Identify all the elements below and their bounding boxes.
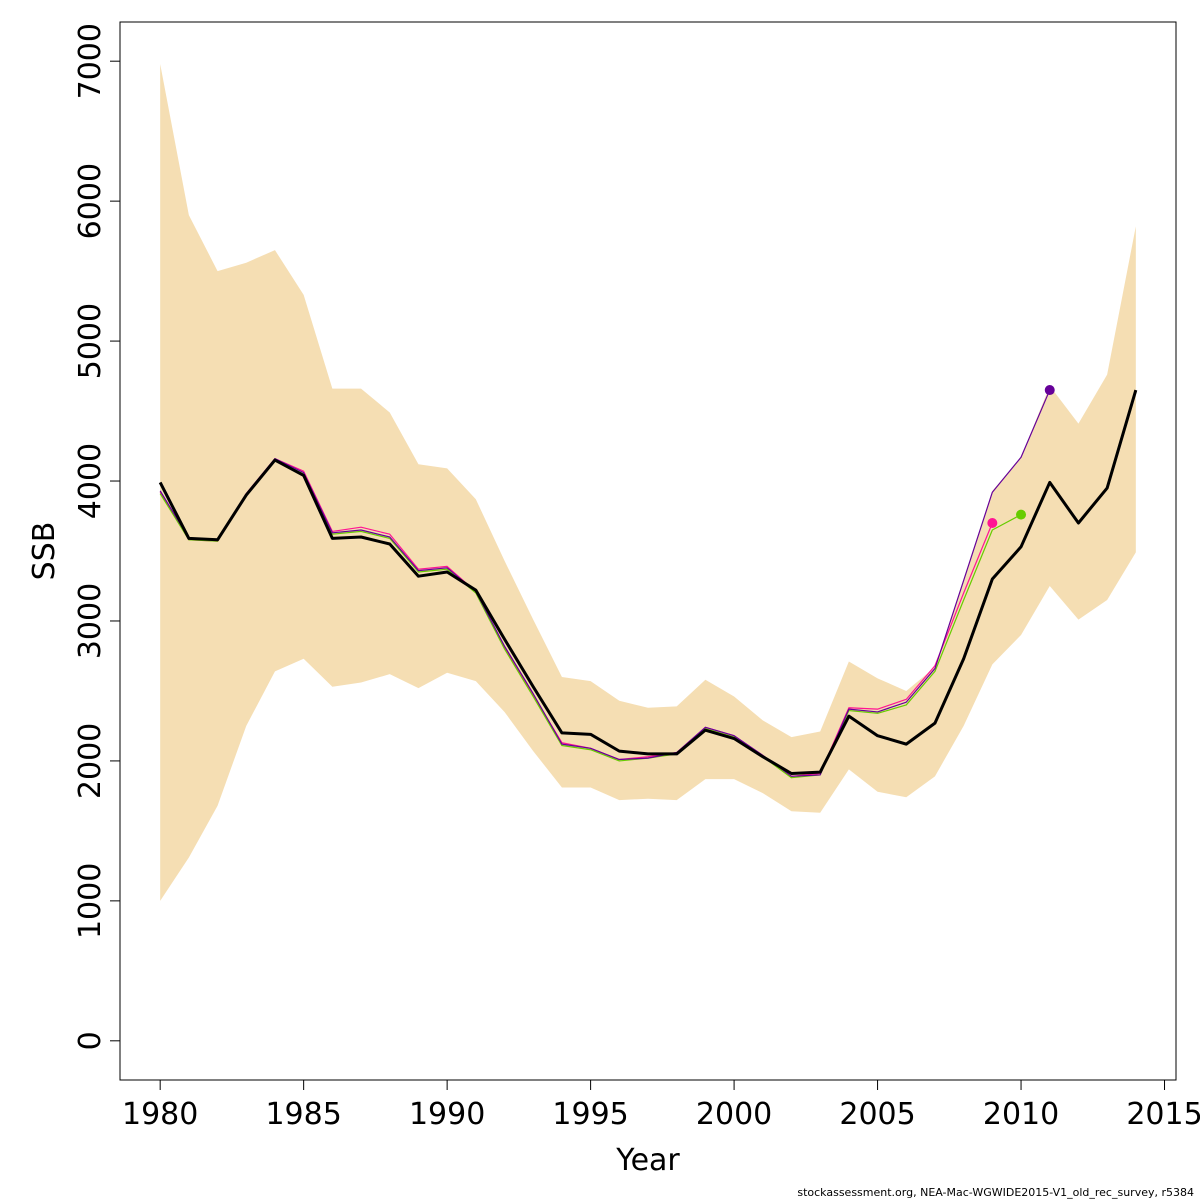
x-tick-label: 1990	[409, 1097, 485, 1132]
y-tick-label: 4000	[73, 443, 108, 519]
series-lines	[158, 389, 1138, 779]
y-tick-label: 3000	[73, 583, 108, 659]
x-tick-label: 1985	[265, 1097, 341, 1132]
footer-caption: stockassessment.org, NEA-Mac-WGWIDE2015-…	[797, 1186, 1194, 1199]
x-tick-label: 1995	[552, 1097, 628, 1132]
y-tick-label: 1000	[73, 863, 108, 939]
series-endpoints	[987, 385, 1055, 529]
series-endpoint-1	[987, 518, 998, 529]
confidence-band-area	[160, 63, 1136, 901]
y-tick-label: 6000	[73, 163, 108, 239]
y-tick-label: 0	[73, 1031, 108, 1050]
x-tick-label: 2015	[1126, 1097, 1200, 1132]
series-line-main	[158, 389, 1138, 776]
x-tick-label: 1980	[122, 1097, 198, 1132]
series-line-peel-1	[159, 458, 993, 777]
y-tick-label: 7000	[73, 23, 108, 99]
y-tick-label: 2000	[73, 723, 108, 799]
x-tick-label: 2000	[696, 1097, 772, 1132]
x-tick-label: 2005	[839, 1097, 915, 1132]
y-axis: 0 1000 2000 3000 4000 5000 6000 7000	[73, 23, 121, 1050]
confidence-band	[160, 63, 1136, 901]
series-endpoint-3	[1044, 385, 1055, 396]
x-axis-title: Year	[615, 1143, 680, 1178]
x-axis: 1980 1985 1990 1995 2000 2005 2010 2015	[122, 1079, 1200, 1132]
series-endpoint-2	[1016, 509, 1027, 520]
y-axis-title: SSB	[27, 522, 62, 581]
y-tick-label: 5000	[73, 303, 108, 379]
x-tick-label: 2010	[983, 1097, 1059, 1132]
